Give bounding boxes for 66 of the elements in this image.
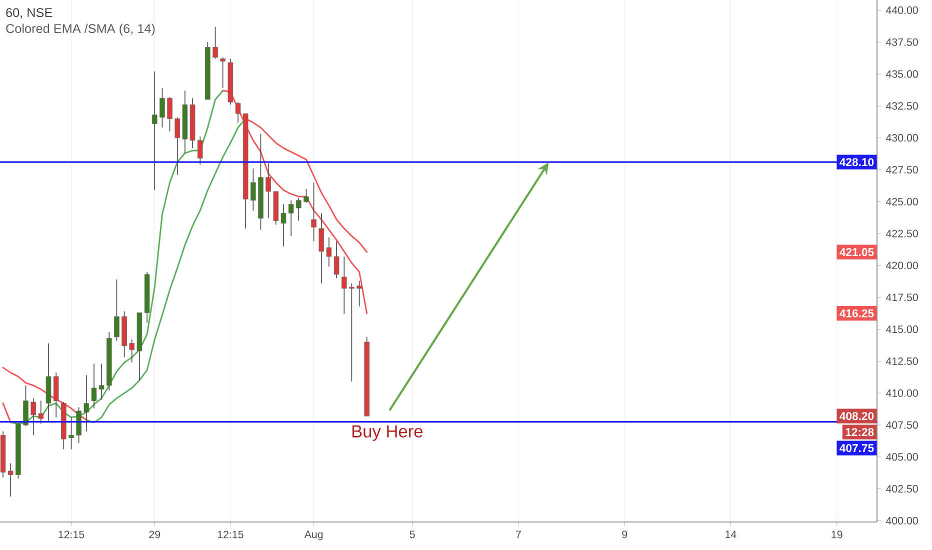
candlestick [235,102,241,123]
y-tick-label: 407.50 [886,421,918,429]
candlestick [152,71,158,191]
candlestick [304,188,309,204]
y-tick-label: 427.50 [886,166,918,174]
candlestick [84,374,90,432]
candlestick [68,416,74,450]
y-tick-label: 402.50 [886,485,918,493]
annotation: Buy Here [352,425,422,441]
x-tick-label: 9 [622,530,628,538]
candlestick [296,197,302,222]
candlestick [91,363,97,409]
y-tick-label: 415.00 [886,326,918,334]
y-tick-label: 440.00 [886,6,918,14]
annotation: 421.05 [840,248,874,256]
candlestick [220,57,226,88]
y-tick-label: 417.50 [886,294,918,302]
y-tick-label: 410.00 [886,389,918,397]
candlestick [129,339,135,363]
candlestick [326,236,332,268]
text: 60, NSE [6,8,52,19]
annotation: 12:28 [846,428,874,436]
x-tick-label: 7 [516,530,521,538]
candlestick [318,212,324,284]
y-tick-label: 412.50 [886,357,918,365]
y-tick-label: 435.00 [886,70,918,78]
x-tick-label: 19 [832,530,842,538]
candlestick [288,200,294,237]
candlestick [8,462,14,497]
candlestick [212,26,218,60]
x-tick-label: 14 [726,530,736,538]
candlestick [38,400,44,424]
y-tick-label: 405.00 [886,453,918,461]
x-tick-label: 12:15 [58,530,84,538]
x-tick-label: 5 [410,530,415,538]
candlestick [167,96,172,132]
candlestick [98,363,104,400]
candlestick [30,398,36,436]
text: Colored EMA /SMA (6, 14) [6,24,155,36]
y-tick-label: 430.00 [886,134,918,142]
x-tick-label: Aug [304,530,323,540]
y-tick-label: 420.00 [886,262,918,270]
annotation: 408.20 [840,412,874,420]
candlestick [349,282,354,382]
y-tick-label: 437.50 [886,38,918,46]
candlestick [311,182,316,242]
candlestick [160,88,165,128]
candlestick [174,117,180,176]
candlestick [280,204,286,247]
candlestick [197,136,203,166]
y-tick-label: 425.00 [886,198,918,206]
candlestick [266,162,271,219]
y-tick-label: 432.50 [886,102,918,110]
y-tick-label: 400.00 [886,516,918,524]
candlestick [250,168,256,211]
x-tick-label: 12:15 [218,530,244,538]
candlestick [334,240,340,279]
candlestick [114,279,120,342]
y-tick-label: 422.50 [886,230,918,238]
ref-line-label: 428.10 [840,158,874,166]
candlestick [356,280,362,307]
line-series [10,90,224,424]
x-tick-label: 29 [149,530,160,538]
candlestick [342,256,347,314]
annotation: 416.25 [840,309,874,318]
ref-line-label: 407.75 [840,444,874,452]
